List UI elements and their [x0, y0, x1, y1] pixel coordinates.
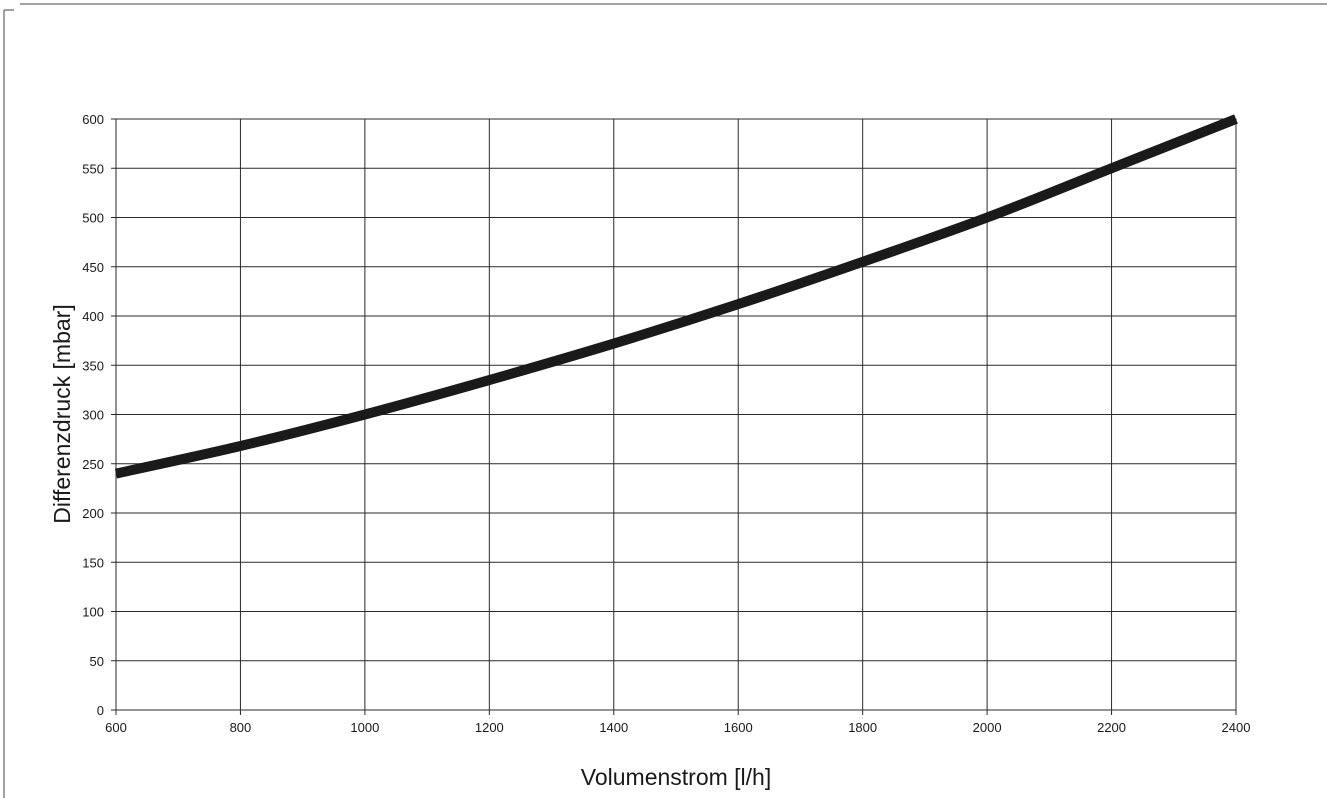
y-tick-label: 150	[82, 555, 104, 570]
series-line	[114, 114, 1238, 479]
y-axis-label: Differenzdruck [mbar]	[49, 304, 75, 523]
y-tick-label: 350	[82, 358, 104, 373]
y-tick-label: 50	[90, 654, 104, 669]
x-tick-label: 2000	[973, 720, 1002, 735]
y-tick-label: 0	[97, 703, 104, 718]
tick-labels: 600 800 1000 1200 1400 1600 1800 2000 2200 2400 0 5…	[82, 112, 1250, 735]
plot-area-frame	[115, 118, 1237, 711]
y-tick-label: 500	[82, 211, 104, 226]
y-tick-label: 600	[82, 112, 104, 127]
x-tick-label: 1200	[475, 720, 504, 735]
x-tick-label: 800	[230, 720, 252, 735]
y-tick-label: 250	[82, 457, 104, 472]
x-tick-label: 2200	[1097, 720, 1126, 735]
y-tick-label: 200	[82, 506, 104, 521]
x-tick-label: 2400	[1222, 720, 1251, 735]
x-tick-label: 1400	[599, 720, 628, 735]
y-tick-label: 100	[82, 605, 104, 620]
x-tick-label: 600	[105, 720, 127, 735]
axes	[111, 118, 1237, 715]
grid	[115, 118, 1237, 711]
y-tick-label: 300	[82, 408, 104, 423]
series-layer	[114, 114, 1238, 479]
y-tick-label: 550	[82, 161, 104, 176]
x-axis-label: Volumenstrom [l/h]	[581, 764, 771, 790]
y-tick-label: 400	[82, 309, 104, 324]
y-tick-label: 450	[82, 260, 104, 275]
x-tick-label: 1000	[350, 720, 379, 735]
x-tick-label: 1600	[724, 720, 753, 735]
x-tick-label: 1800	[848, 720, 877, 735]
